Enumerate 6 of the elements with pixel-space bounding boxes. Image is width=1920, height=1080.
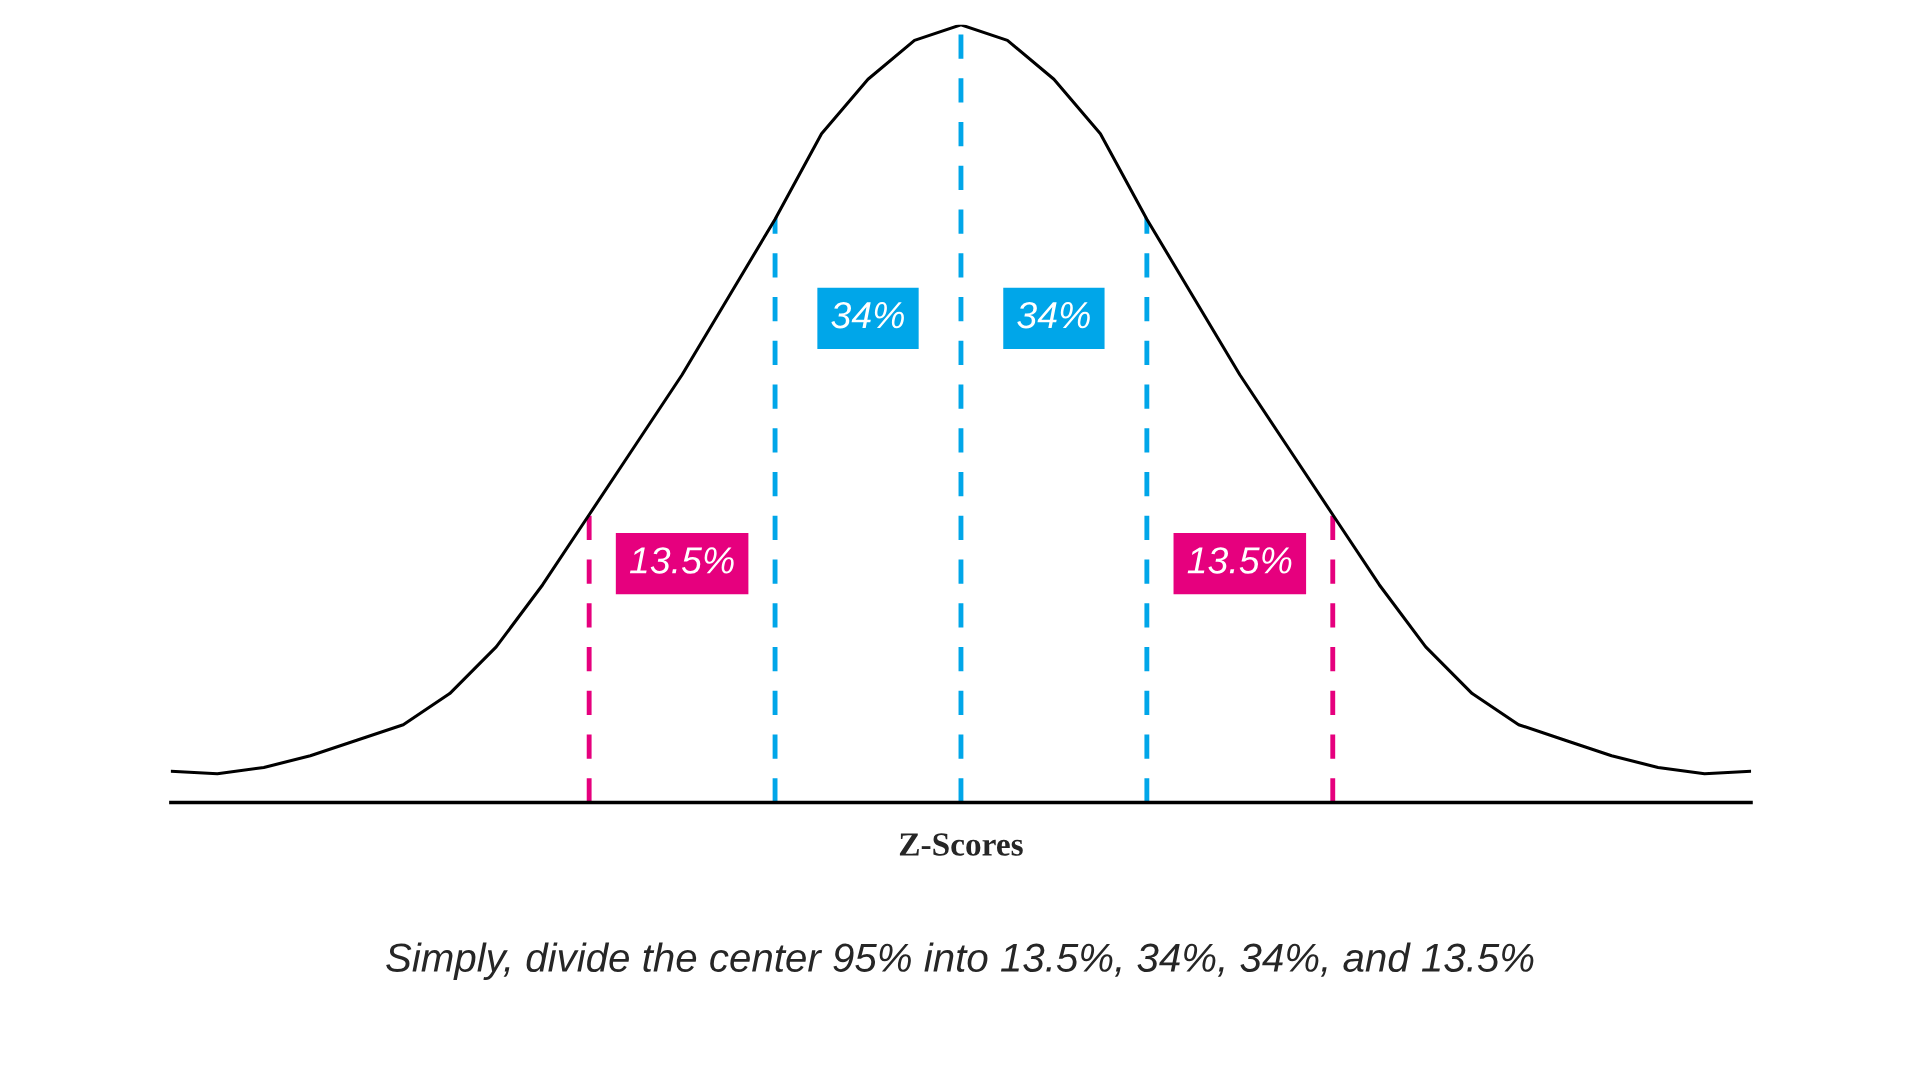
text: Simply, divide the center 95% into 13.5%, 34%, 34%, and 13.5% bbox=[386, 942, 1534, 980]
x-axis-title: Z-Scores bbox=[899, 833, 1023, 856]
annotation: 34% bbox=[1017, 301, 1090, 329]
annotation: 13.5% bbox=[1187, 547, 1292, 574]
annotation: 34% bbox=[831, 301, 904, 329]
annotation: 13.5% bbox=[629, 547, 734, 574]
